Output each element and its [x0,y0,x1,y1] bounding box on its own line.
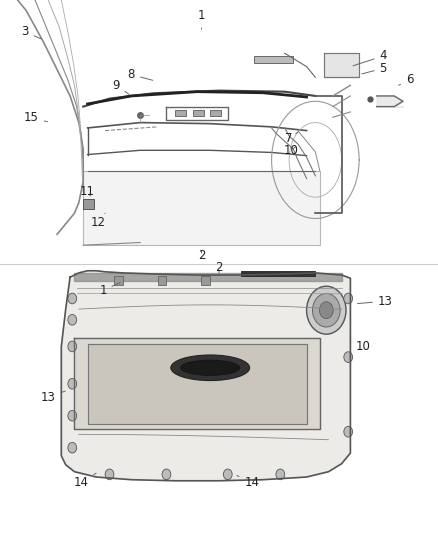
Bar [193,110,204,116]
Circle shape [105,469,114,480]
Bar [254,56,293,63]
Bar [175,110,186,116]
Bar [83,199,94,209]
Circle shape [344,293,353,304]
Circle shape [68,378,77,389]
Bar [210,110,221,116]
Text: 14: 14 [74,473,96,489]
Bar [158,276,166,285]
Circle shape [68,293,77,304]
Circle shape [344,426,353,437]
Text: 10: 10 [351,340,371,353]
Circle shape [68,341,77,352]
Text: 7: 7 [285,132,298,145]
Text: 2: 2 [215,261,223,274]
Circle shape [276,469,285,480]
Text: 12: 12 [91,213,106,229]
Text: 9: 9 [112,79,129,94]
Circle shape [319,302,333,319]
Circle shape [68,442,77,453]
Polygon shape [74,338,320,429]
Circle shape [344,352,353,362]
Text: 6: 6 [399,74,413,86]
Text: 1: 1 [99,282,120,297]
Text: 4: 4 [353,50,387,66]
Circle shape [223,469,232,480]
Circle shape [307,286,346,334]
Text: 13: 13 [357,295,393,308]
Bar [114,276,123,285]
Text: 2: 2 [198,249,205,262]
Bar [241,271,315,276]
Text: 5: 5 [362,62,387,75]
Ellipse shape [171,355,250,381]
Bar [201,276,210,285]
Polygon shape [83,171,320,245]
Text: 8: 8 [128,68,153,81]
Ellipse shape [180,360,240,375]
Text: 13: 13 [41,391,65,403]
Text: 1: 1 [198,10,205,29]
Circle shape [68,410,77,421]
Circle shape [162,469,171,480]
Text: 10: 10 [284,144,299,157]
Text: 15: 15 [24,111,48,124]
Circle shape [312,293,340,327]
Text: 3: 3 [21,26,41,39]
Text: 14: 14 [237,475,259,489]
Circle shape [68,314,77,325]
Text: 11: 11 [80,185,95,198]
Polygon shape [61,271,350,481]
Polygon shape [88,344,307,424]
